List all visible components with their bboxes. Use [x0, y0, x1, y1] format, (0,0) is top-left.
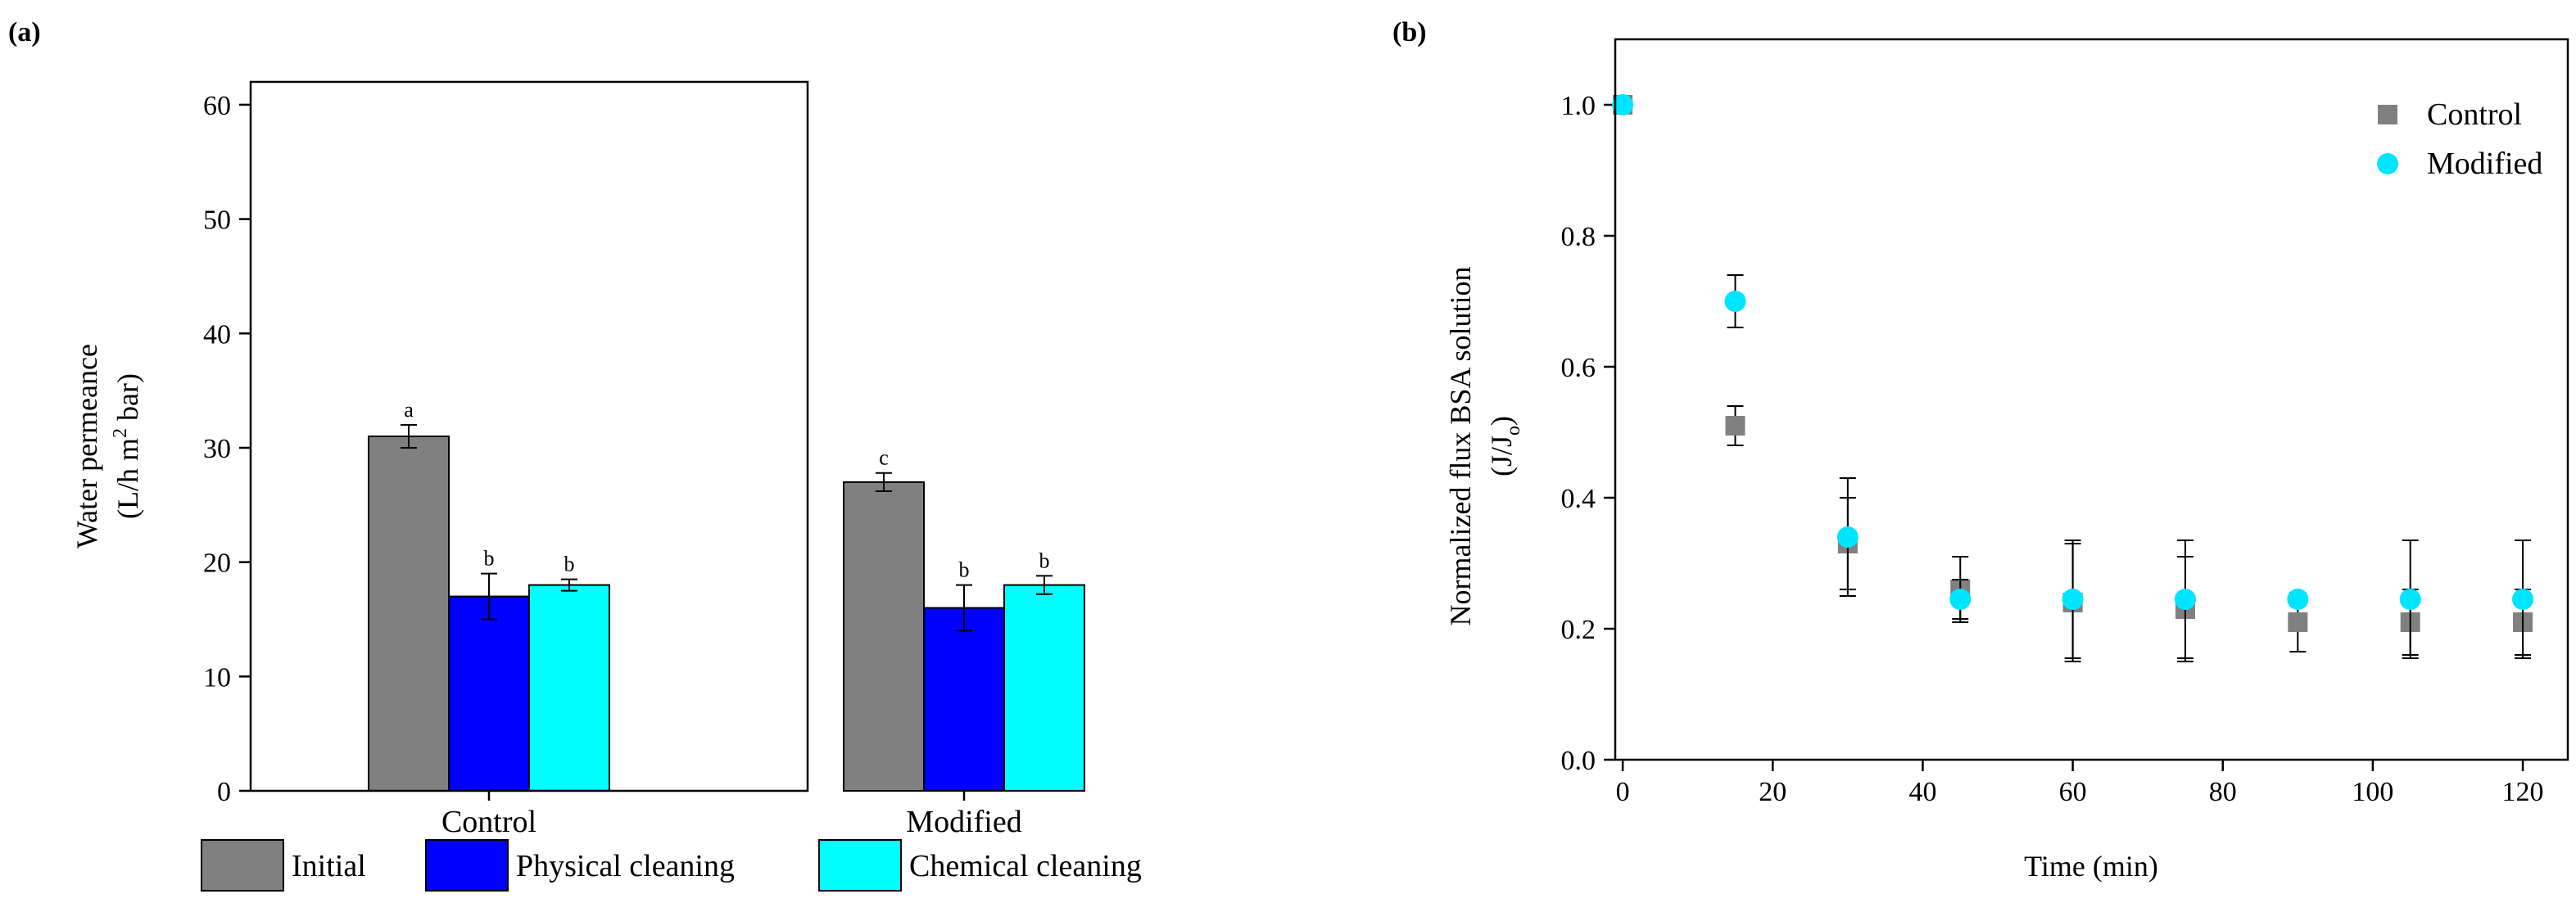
significance-letter: a [404, 398, 414, 422]
panel-a-ytick-label: 0 [217, 777, 231, 807]
panel-b-xlabel: Time (min) [2024, 850, 2158, 883]
panel-a-ylabel-line2-post: bar) [111, 373, 144, 428]
legend-swatch-physical-cleaning [425, 839, 509, 892]
panel-b-label: (b) [1392, 17, 1427, 47]
legend-marker-control [2378, 105, 2397, 124]
legend-label-physical-cleaning: Physical cleaning [516, 849, 735, 883]
significance-letter: b [959, 558, 970, 582]
panel-b-ytick-label: 0.6 [1561, 353, 1596, 383]
panel-b-scatter-chart: (b) Normalized flux BSA solution (J/Jo) … [1392, 17, 2569, 883]
panel-b-xtick-label: 100 [2352, 777, 2393, 807]
significance-letter: b [564, 553, 575, 576]
category-label-modified: Modified [906, 805, 1021, 839]
category-label-control: Control [441, 805, 536, 839]
bar-chemical-cleaning-control [528, 584, 610, 792]
bar-physical-cleaning-control [448, 595, 530, 792]
panel-b-ytick-label: 0.4 [1561, 484, 1596, 514]
data-point-modified [1949, 589, 1972, 610]
panel-a-ylabel-line2-sup: 2 [110, 428, 131, 438]
data-point-modified [2062, 589, 2084, 610]
data-point-modified [2287, 589, 2309, 610]
panel-a-ylabel-line2: (L/h m2 bar) [110, 373, 144, 519]
bar-initial-modified [843, 481, 925, 792]
panel-b-ytick-label: 0.0 [1561, 746, 1596, 776]
legend-label-initial: Initial [292, 849, 366, 883]
data-point-modified [2174, 589, 2196, 610]
panel-b-ytick-label: 0.2 [1561, 615, 1596, 645]
panel-b-plot-frame [1614, 38, 2569, 761]
data-point-modified [1836, 526, 1858, 548]
legend-swatch-initial [201, 839, 284, 892]
legend-marker-modified [2377, 153, 2398, 174]
bar-physical-cleaning-modified [923, 607, 1005, 792]
panel-a-ylabel-line1: Water permeance [70, 344, 103, 549]
panel-a-bar-chart: (a) Water permeance (L/h m2 bar) ab bcb b … [8, 17, 1142, 892]
panel-b-ylabel-line2: (J/Jo) [1485, 416, 1524, 476]
panel-b-ylabel-line2-pre: (J/J [1485, 436, 1518, 476]
panel-a-ytick-label: 40 [203, 319, 231, 350]
panel-b-ylabel-line2-sub: o [1503, 426, 1524, 436]
significance-letter: c [879, 446, 889, 470]
panel-a-ytick-label: 50 [203, 205, 231, 236]
legend-label-chemical-cleaning: Chemical cleaning [909, 849, 1142, 883]
data-point-modified [1612, 94, 1634, 115]
panel-a-label: (a) [8, 17, 41, 47]
panel-b-ytick-label: 1.0 [1561, 91, 1596, 121]
legend-swatch-chemical-cleaning [818, 839, 902, 892]
significance-letter: b [484, 547, 495, 571]
bar-initial-control [368, 436, 450, 792]
panel-b-xtick-label: 40 [1908, 777, 1936, 807]
significance-letter: b [1039, 549, 1050, 572]
panel-a-ytick-label: 20 [203, 549, 231, 579]
panel-b-xtick-label: 60 [2059, 777, 2087, 807]
data-point-modified [2512, 589, 2534, 610]
panel-b-xtick-label: 20 [1759, 777, 1786, 807]
panel-b-xtick-label: 120 [2502, 777, 2544, 807]
panel-a-ylabel-line2-pre: (L/h m [111, 438, 144, 519]
panel-b-ylabel-line1: Normalized flux BSA solution [1444, 267, 1477, 626]
panel-b-xtick-label: 80 [2209, 777, 2237, 807]
panel-a-plot-frame [249, 80, 809, 792]
data-point-control [2288, 612, 2308, 632]
bar-chemical-cleaning-modified [1003, 584, 1085, 792]
panel-b-ylabel-line2-post: ) [1485, 416, 1518, 426]
legend-label-control: Control [2427, 97, 2522, 132]
panel-b-ytick-label: 0.8 [1561, 222, 1596, 252]
data-point-modified [2399, 589, 2421, 610]
data-point-modified [1724, 291, 1746, 312]
panel-a-ytick-label: 30 [203, 434, 231, 464]
panel-a-ytick-label: 10 [203, 662, 231, 693]
legend-label-modified: Modified [2427, 147, 2542, 181]
panel-a-ytick-label: 60 [203, 91, 231, 121]
panel-b-xtick-label: 0 [1616, 777, 1630, 807]
data-point-control [1725, 416, 1745, 436]
